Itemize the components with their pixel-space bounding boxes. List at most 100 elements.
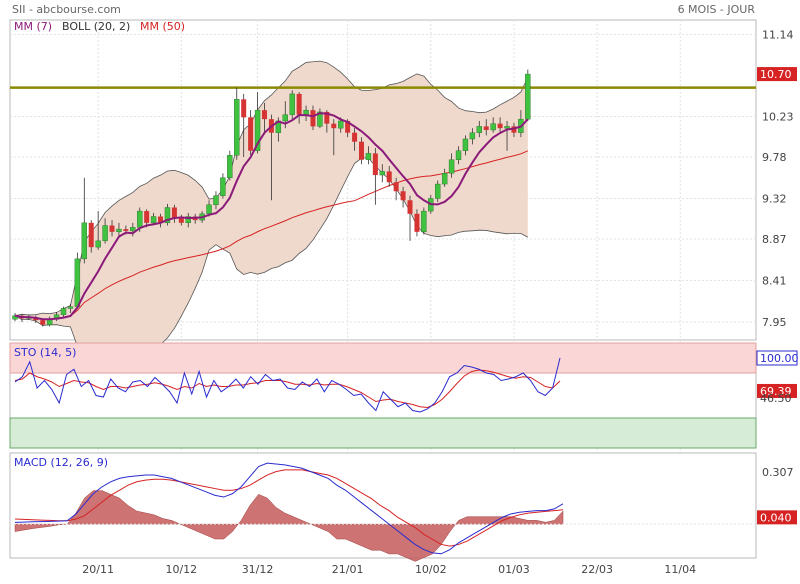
bollinger-upper-line [14,60,529,317]
candle-body [40,320,46,325]
candle-body [227,155,233,178]
candle-body [483,126,489,130]
macd-line [14,462,564,555]
last-price-label: 10.70 [760,68,792,81]
x-axis: 20/11 10/12 31/12 21/01 10/02 01/03 22/03 11/04 [82,563,696,576]
candle-body [386,171,392,183]
x-tick-label: 01/03 [498,563,530,576]
macd-tick-label: 0.307 [762,466,794,479]
macd-histogram [14,490,564,562]
last-price-tag [757,67,797,82]
candle-body [185,216,191,224]
candle-body [393,182,399,192]
candle-body [158,216,164,223]
candle-body [234,99,240,156]
sto-d-tag [757,383,797,398]
candle-body [296,93,302,115]
candle-body [144,211,150,223]
price-tick-label: 10.23 [762,110,794,123]
x-tick-label: 31/12 [242,563,274,576]
candle-body [317,111,323,127]
x-tick-label: 22/03 [581,563,613,576]
price-tick-label: 9.32 [762,192,787,205]
candle-body [504,126,510,129]
candle-body [241,99,247,118]
chart-period-title: 6 MOIS - JOUR [678,3,756,16]
candle-body [88,222,94,248]
candle-body [421,210,427,233]
price-tick-label: 8.41 [762,275,787,288]
candle-body [67,306,74,309]
candle-body [178,218,184,223]
candle-body [123,229,129,231]
candle-body [150,216,157,224]
candle-body [455,150,462,160]
candle-body [303,109,309,115]
sto-title: STO (14, 5) [14,346,76,359]
legend-item: MM (7) [14,20,52,33]
candle-body [441,173,448,185]
candle-body [414,213,420,232]
macd-signal-line [14,469,564,547]
price-tick-label: 9.78 [762,151,787,164]
candle-body [476,126,483,133]
candle-body [525,73,531,120]
sto-k-value: 100.00 [760,352,799,365]
x-tick-label: 20/11 [82,563,114,576]
candle-body [490,123,496,131]
candle-body [171,207,177,219]
candle-body [289,93,295,115]
x-tick-label: 21/01 [332,563,364,576]
price-panel: 11.14 10.23 9.78 9.32 8.87 8.41 7.95 10.70 MM (7… [9,19,797,558]
sto-d-value: 69.39 [760,385,792,398]
candle-body [130,227,136,232]
macd-title: MACD (12, 26, 9) [14,456,108,469]
legend-item: MM (50) [140,20,185,33]
candle-body [102,225,108,242]
sto-k-tag [756,350,798,366]
candle-body [206,204,212,215]
candle-body [60,308,67,315]
candle-body [345,120,351,133]
macd-last-tag [757,510,797,525]
candle-body [448,159,455,174]
candle-body [81,222,88,260]
candle-body [137,210,143,228]
sto-d-line [14,369,561,409]
candle-body [338,120,344,129]
candle-body [213,195,219,205]
x-tick-label: 11/04 [664,563,696,576]
candle-body [74,258,81,307]
candle-body [254,109,261,151]
macd-panel: MACD (12, 26, 9) 0.307 0.040 [9,452,797,562]
candle-body [407,200,413,214]
macd-last-value: 0.040 [760,511,792,524]
candle-body [372,153,378,176]
candle-body [220,177,226,196]
candle-body [331,123,337,129]
candle-body [282,114,288,122]
candle-body [109,225,115,232]
candle-body [365,153,372,160]
candle-body [435,183,441,199]
candle-body [379,171,385,176]
candle-body [164,207,171,224]
candle-body [95,240,101,248]
candle-body [324,111,330,124]
candle-body [310,110,316,127]
candle-body [352,132,358,142]
candle-body [116,228,122,233]
price-tick-label: 11.14 [762,28,794,41]
sto-oversold-zone [9,417,757,449]
candle-body [469,132,476,140]
price-tick-label: 8.87 [762,233,787,246]
candle-body [359,141,364,160]
sto-overbought-zone [9,342,757,374]
x-tick-label: 10/02 [415,563,447,576]
candle-body [248,117,254,151]
legend-item: BOLL (20, 2) [62,20,130,33]
price-tick-label: 7.95 [762,316,787,329]
sto-tick-label: 46.50 [760,392,792,405]
